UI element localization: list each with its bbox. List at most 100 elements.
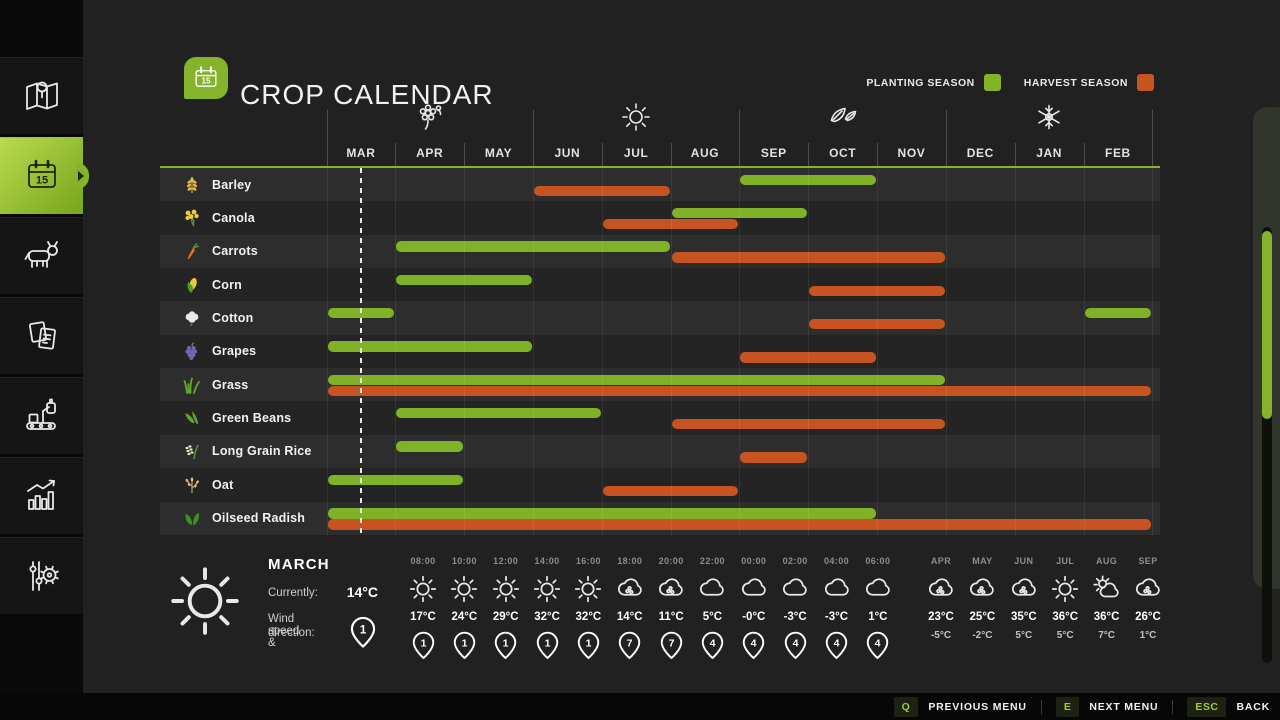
legend-label-0: PLANTING SEASON <box>866 76 975 89</box>
cotton-icon <box>183 309 201 327</box>
svg-text:1: 1 <box>585 637 591 649</box>
monthly-forecast-column: AUG 36°C 7°C <box>1086 556 1128 641</box>
monthly-low-temperature: -5°C <box>930 630 952 641</box>
crop-label: Carrots <box>160 235 1160 268</box>
hourly-time: 00:00 <box>741 556 767 566</box>
monthly-forecast-column: JUL 36°C 5°C <box>1044 556 1086 641</box>
shortcut-next-menu[interactable]: E NEXT MENU <box>1055 696 1159 717</box>
sidebar-item-animals[interactable] <box>0 217 83 294</box>
crop-label: Barley <box>160 168 1160 201</box>
svg-text:4: 4 <box>792 637 798 649</box>
crop-calendar-badge-icon: 15 <box>184 57 228 99</box>
hourly-time: 18:00 <box>617 556 643 566</box>
crop-row-grass: Grass <box>160 368 1160 402</box>
harvest-bar <box>740 352 877 363</box>
oat-icon <box>183 476 201 494</box>
bottom-bar-divider <box>1172 699 1174 714</box>
hourly-temperature: -3°C <box>783 611 807 623</box>
month-gridline <box>1083 168 1085 535</box>
planting-bar <box>396 241 670 252</box>
shortcut-previous-menu[interactable]: Q PREVIOUS MENU <box>893 696 1027 717</box>
month-header-oct: OCT <box>829 146 857 160</box>
crop-row-cotton: Cotton <box>160 301 1160 335</box>
winter-snowflake-icon <box>1034 102 1064 132</box>
hourly-temperature: 14°C <box>616 611 643 623</box>
month-header-jul: JUL <box>623 146 649 160</box>
planting-bar <box>396 441 464 452</box>
crop-name: Canola <box>212 211 255 226</box>
crop-label: Corn <box>160 268 1160 301</box>
svg-text:1: 1 <box>544 637 550 649</box>
crop-row-grapes: Grapes <box>160 334 1160 369</box>
harvest-bar <box>740 452 808 463</box>
header-tick <box>1083 143 1085 166</box>
crop-name: Cotton <box>212 311 254 326</box>
crop-label: Canola <box>160 201 1160 234</box>
hourly-temperature: -3°C <box>824 611 849 623</box>
forecast-month: APR <box>930 556 952 566</box>
map-icon <box>20 74 64 118</box>
sidebar-item-calendar[interactable]: 15 <box>0 137 89 214</box>
forecast-month: JUN <box>1014 556 1034 566</box>
header-tick <box>395 143 397 166</box>
harvest-bar <box>809 318 945 330</box>
sidebar-item-production[interactable] <box>0 377 83 454</box>
shortcut-back[interactable]: ESC BACK <box>1187 696 1270 717</box>
svg-text:4: 4 <box>875 637 881 649</box>
grapes-icon <box>183 342 201 361</box>
sidebar-item-statistics[interactable] <box>0 457 83 534</box>
header-tick <box>532 110 534 166</box>
scrollbar-thumb[interactable] <box>1262 231 1272 419</box>
sidebar-item-contracts[interactable] <box>0 297 83 374</box>
wind-direction-pin: 1 <box>350 616 376 649</box>
planting-bar <box>396 407 601 419</box>
crop-row-oat: Oat <box>160 468 1160 502</box>
monthly-high-temperature: 26°C <box>1135 611 1161 623</box>
sidebar-item-settings[interactable] <box>0 537 83 614</box>
month-gridline <box>877 168 879 535</box>
hourly-forecast-column: 10:00 24°C 1 <box>443 556 485 660</box>
planting-bar <box>1084 307 1152 319</box>
crop-row-canola: Canola <box>160 201 1160 235</box>
crop-name: Grapes <box>212 344 257 359</box>
month-header-may: MAY <box>484 146 513 160</box>
header-tick <box>1152 110 1154 166</box>
harvest-bar <box>602 485 739 497</box>
bottom-bar: Q PREVIOUS MENU E NEXT MENU ESC BACK <box>0 693 1280 720</box>
crop-label: Green Beans <box>160 401 1160 434</box>
crop-row-corn: Corn <box>160 268 1160 302</box>
planting-bar <box>396 274 532 286</box>
monthly-high-temperature: 25°C <box>969 611 996 623</box>
svg-text:4: 4 <box>751 637 757 649</box>
key-badge-esc: ESC <box>1187 696 1227 717</box>
sun-icon <box>1051 575 1079 603</box>
month-header-jun: JUN <box>554 146 581 160</box>
wind-pin: 4 <box>784 631 807 660</box>
svg-text:1: 1 <box>503 637 509 649</box>
header-tick <box>670 143 672 166</box>
month-header-feb: FEB <box>1105 146 1131 160</box>
header-tick <box>808 143 810 166</box>
wind-label-line1: Wind speed & <box>268 613 300 649</box>
wind-pin: 7 <box>618 631 641 660</box>
header-tick <box>945 110 947 166</box>
hourly-temperature: 32°C <box>575 611 602 623</box>
sidebar-item-map[interactable] <box>0 57 83 134</box>
scrollbar-track[interactable] <box>1262 227 1272 663</box>
summer-sun-icon <box>621 102 651 132</box>
cloud-icon <box>823 575 851 603</box>
month-gridline <box>670 168 672 535</box>
crop-name: Grass <box>212 377 249 392</box>
hourly-temperature: 32°C <box>534 611 560 623</box>
green-beans-icon <box>183 409 201 427</box>
harvest-bar <box>533 185 670 196</box>
crop-name: Green Beans <box>212 411 292 426</box>
sun-icon <box>492 575 520 603</box>
animals-icon <box>20 234 64 278</box>
crop-row-green-beans: Green Beans <box>160 401 1160 435</box>
header-tick <box>326 110 328 166</box>
corn-icon <box>183 276 201 294</box>
monthly-low-temperature: 7°C <box>1098 630 1115 641</box>
cloud-icon <box>740 575 768 603</box>
hourly-time: 10:00 <box>451 556 477 566</box>
